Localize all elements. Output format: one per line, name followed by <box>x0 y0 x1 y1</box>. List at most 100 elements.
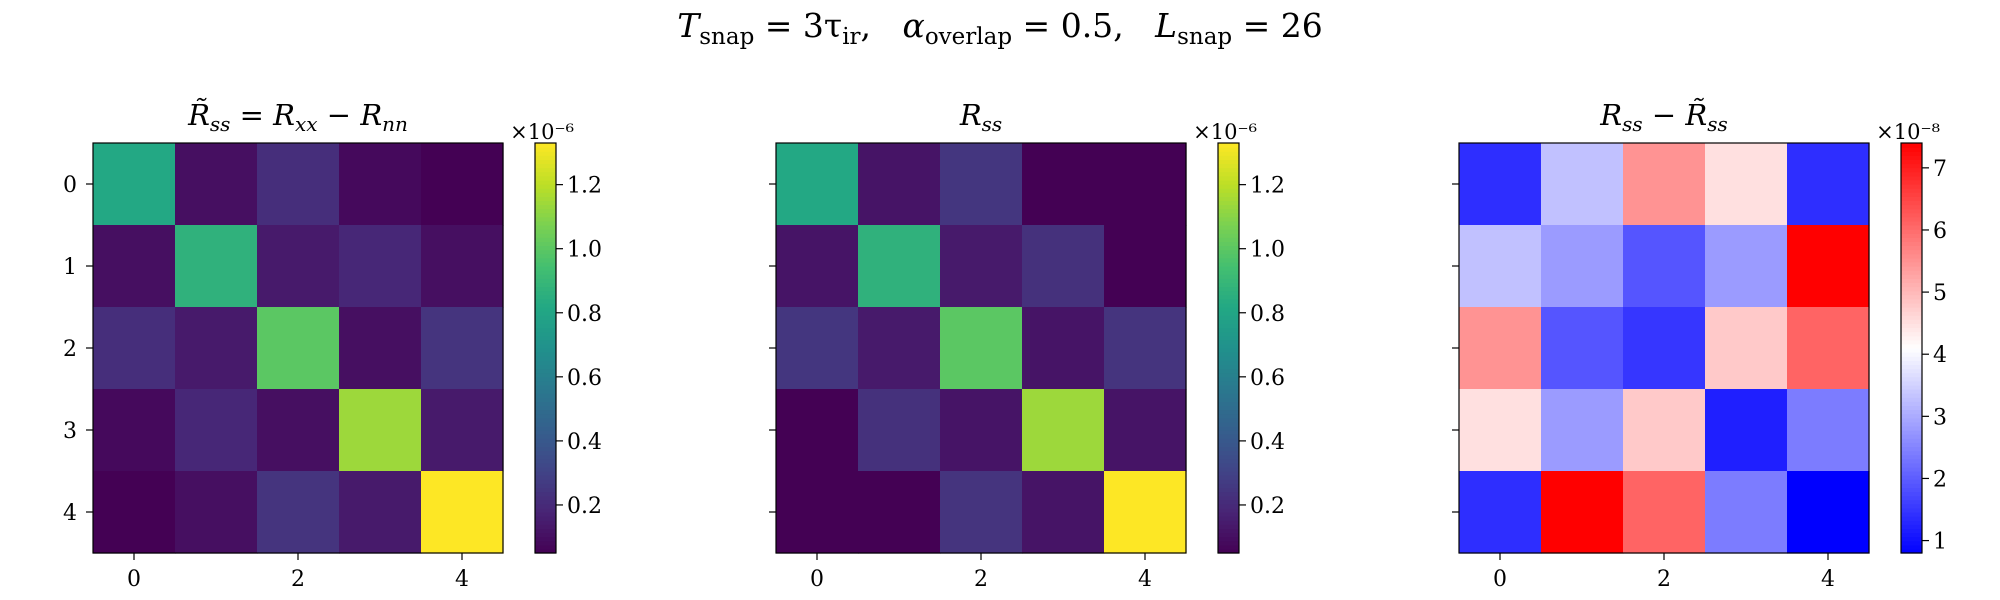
colorbar-segment <box>1901 253 1922 259</box>
colorbar-segment <box>535 491 556 497</box>
colorbar-segment <box>535 507 556 513</box>
colorbar-tick-label: 4 <box>1933 343 1947 368</box>
colorbar-segment <box>535 425 556 431</box>
heatmap-cell-r2-c4 <box>1104 307 1187 390</box>
heatmap-cell-r2-c0 <box>776 307 859 390</box>
colorbar-segment <box>535 282 556 288</box>
colorbar-segment <box>1901 257 1922 263</box>
colorbar-segment <box>1218 241 1239 247</box>
suptitle-separator-1: , <box>861 6 903 45</box>
colorbar-segment <box>1901 339 1922 345</box>
colorbar-segment <box>1901 327 1922 333</box>
colorbar-tick-label: 0.4 <box>1250 430 1285 455</box>
colorbar-segment <box>1901 491 1922 497</box>
colorbar-segment <box>1901 528 1922 534</box>
heatmap-cell-r2-c0 <box>93 307 176 390</box>
heatmap-cell-r0-c1 <box>175 143 258 226</box>
heatmap-cell-r2-c3 <box>339 307 422 390</box>
colorbar-segment <box>1218 167 1239 173</box>
colorbar-segment <box>1218 229 1239 234</box>
colorbar-segment <box>1218 171 1239 177</box>
colorbar-segment <box>1218 499 1239 505</box>
colorbar-segment <box>1218 245 1239 251</box>
colorbar-segment <box>1218 401 1239 406</box>
figure-suptitle: Tsnap = 3τir, αoverlap = 0.5, Lsnap = 26 <box>677 6 1323 50</box>
colorbar-segment <box>535 503 556 509</box>
colorbar-segment <box>1901 151 1922 156</box>
colorbar-tick-label: 0.4 <box>567 430 602 455</box>
colorbar-segment <box>1901 159 1922 165</box>
heatmap-cell-r4-c1 <box>175 471 258 554</box>
colorbar-segment <box>1218 290 1239 296</box>
colorbar-segment <box>535 540 556 546</box>
colorbar-segment <box>1218 384 1239 390</box>
colorbar-segment <box>535 413 556 419</box>
colorbar-segment <box>1901 245 1922 251</box>
colorbar-tick-label: 1.0 <box>1250 238 1285 263</box>
heatmap-cell-r1-c4 <box>1104 225 1187 308</box>
colorbar-segment <box>1901 450 1922 456</box>
colorbar-segment <box>1901 294 1922 300</box>
colorbar-segment <box>535 184 556 189</box>
heatmap-panel-r-ss: Rss 0 2 4 0.2 0.4 0.6 0.8 1.0 1.2 ×10⁻⁶ <box>769 98 1285 592</box>
heatmap-cell-r4-c3 <box>339 471 422 554</box>
heatmap-cell-r3-c2 <box>940 389 1023 472</box>
colorbar-segment <box>1901 282 1922 288</box>
colorbar-segment <box>535 216 556 222</box>
heatmap-cell-r4-c1 <box>858 471 941 554</box>
heatmap-cell-r0-c3 <box>1705 143 1788 226</box>
heatmap-cell-r2-c1 <box>858 307 941 390</box>
colorbar-segment <box>1901 192 1922 197</box>
heatmap-cell-r1-c2 <box>940 225 1023 308</box>
colorbar-segment <box>1218 163 1239 169</box>
colorbar-segment <box>1901 266 1922 271</box>
colorbar-segment <box>1218 516 1239 521</box>
colorbar-segment <box>1901 454 1922 460</box>
colorbar-segment <box>535 200 556 206</box>
colorbar-segment <box>535 147 556 152</box>
colorbar-tick-label: 2 <box>1933 467 1947 492</box>
suptitle-t-value: = 3τ <box>754 6 842 45</box>
colorbar-segment <box>1901 233 1922 238</box>
colorbar-segment <box>535 417 556 423</box>
colorbar-segment <box>1901 216 1922 222</box>
x-tick-label: 0 <box>810 567 824 592</box>
heatmap-cell-r2-c0 <box>1459 307 1542 390</box>
colorbar-segment <box>1218 372 1239 378</box>
heatmap-cell-r4-c0 <box>1459 471 1542 554</box>
heatmap-cell-r3-c0 <box>1459 389 1542 472</box>
colorbar-segment <box>1901 421 1922 427</box>
colorbar-segment <box>535 155 556 160</box>
colorbar-segment <box>535 356 556 361</box>
heatmap-cell-r4-c2 <box>940 471 1023 554</box>
colorbar-segment <box>535 286 556 292</box>
heatmap-cell-r1-c4 <box>1787 225 1870 308</box>
x-tick-label: 0 <box>1493 567 1507 592</box>
colorbar-segment <box>1901 516 1922 521</box>
colorbar-segment <box>535 323 556 329</box>
colorbar-segment <box>1218 302 1239 308</box>
x-tick-label: 4 <box>455 567 469 592</box>
colorbar-segment <box>1218 196 1239 201</box>
heatmap-cell-r1-c1 <box>858 225 941 308</box>
colorbar-segment <box>535 458 556 464</box>
colorbar-segment <box>535 446 556 452</box>
colorbar-segment <box>1218 274 1239 279</box>
colorbar-segment <box>1901 520 1922 525</box>
colorbar-segment <box>1218 188 1239 193</box>
colorbar-segment <box>535 298 556 304</box>
colorbar-segment <box>1218 155 1239 160</box>
colorbar-segment <box>1218 544 1239 550</box>
colorbar-segment <box>1901 376 1922 382</box>
colorbar-tick-label: 0.6 <box>1250 366 1285 391</box>
colorbar-segment <box>535 499 556 505</box>
colorbar-segment <box>535 175 556 181</box>
colorbar-segment <box>1901 298 1922 304</box>
colorbar-exponent-label: ×10⁻⁶ <box>510 120 574 144</box>
heatmap-cell-r3-c3 <box>1022 389 1105 472</box>
colorbar-segment <box>1218 220 1239 226</box>
colorbar-segment <box>1218 450 1239 456</box>
heatmap-cell-r3-c1 <box>175 389 258 472</box>
heatmap-cell-r1-c1 <box>1541 225 1624 308</box>
colorbar-segment <box>1901 409 1922 415</box>
